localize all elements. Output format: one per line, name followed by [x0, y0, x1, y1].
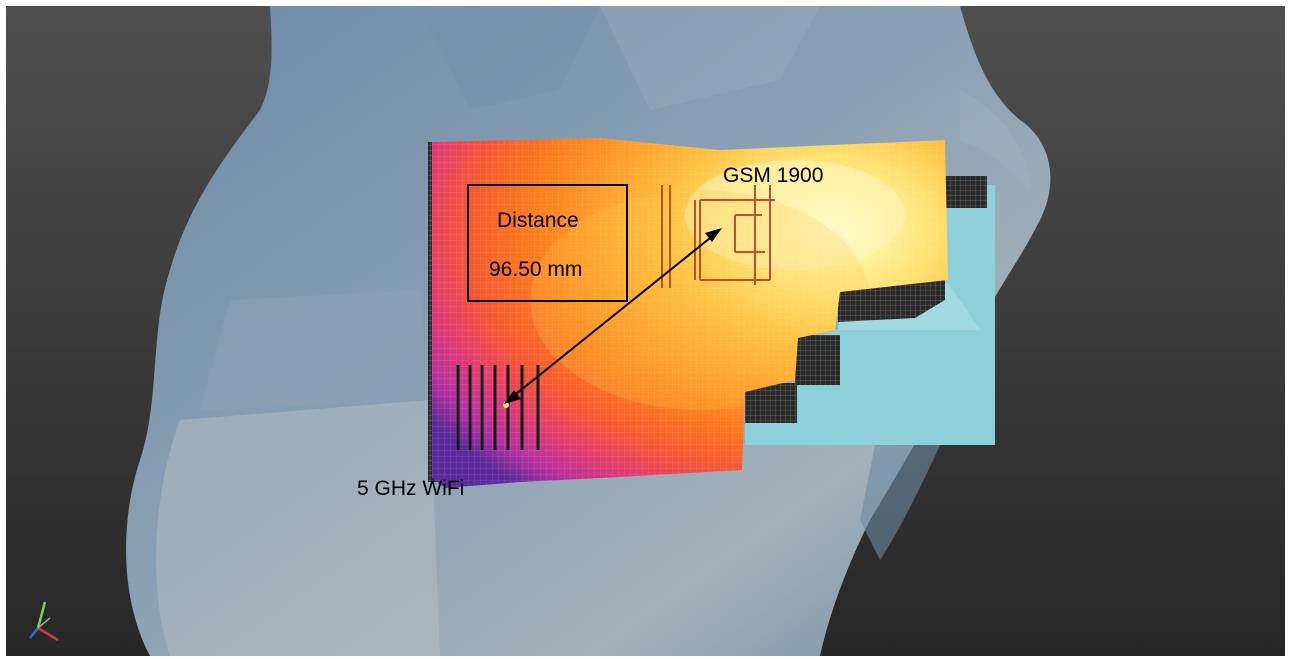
wifi-antenna-trace — [456, 365, 540, 450]
distance-box — [467, 184, 628, 302]
gsm-1900-label: GSM 1900 — [723, 164, 824, 187]
axis-triad-icon — [29, 601, 59, 642]
grid-strip — [795, 335, 840, 385]
distance-arrow — [504, 228, 722, 404]
distance-value: 96.50 mm — [489, 258, 583, 281]
wifi-5ghz-label: 5 GHz WiFi — [357, 477, 465, 500]
grid-strip — [945, 176, 987, 208]
distance-title: Distance — [497, 209, 579, 232]
